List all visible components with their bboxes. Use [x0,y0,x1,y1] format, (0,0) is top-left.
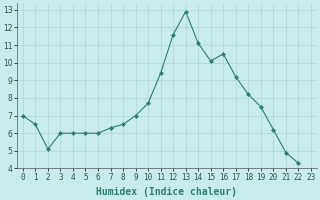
X-axis label: Humidex (Indice chaleur): Humidex (Indice chaleur) [96,187,237,197]
